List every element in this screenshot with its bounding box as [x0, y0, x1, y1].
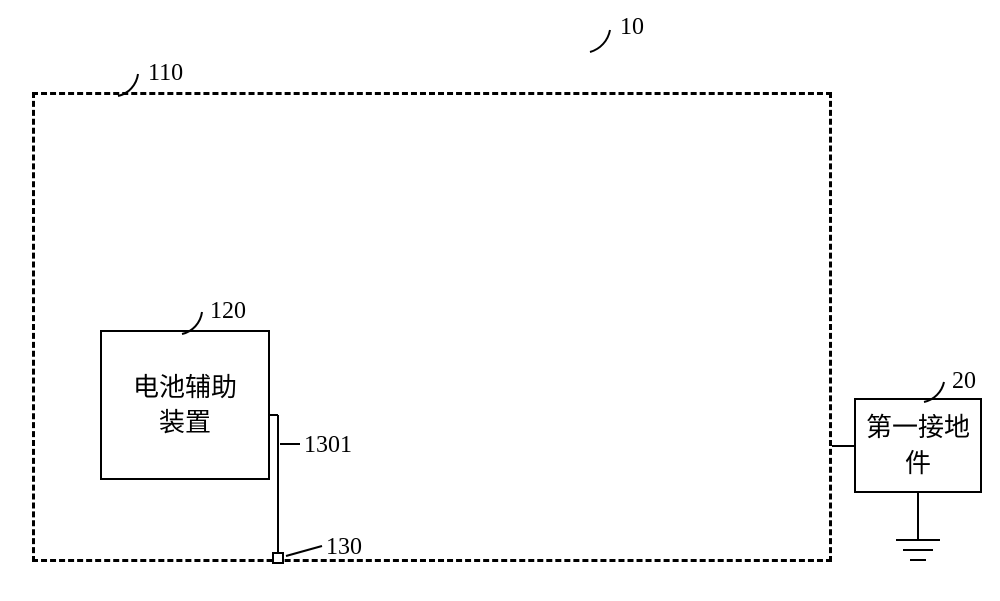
dashed-container-110 — [32, 92, 832, 562]
ground-box-20: 第一接地 件 — [854, 398, 982, 493]
ground-box-text: 第一接地 件 — [866, 410, 970, 480]
diagram-canvas: 电池辅助 装置 第一接地 件 10 110 120 1301 130 20 — [0, 0, 1000, 601]
label-110: 110 — [148, 60, 183, 87]
label-20: 20 — [952, 368, 976, 395]
battery-aux-box-120: 电池辅助 装置 — [100, 330, 270, 480]
leader-10 — [590, 30, 610, 52]
label-1301: 1301 — [304, 432, 352, 459]
label-120: 120 — [210, 298, 246, 325]
label-130: 130 — [326, 534, 362, 561]
battery-aux-box-text: 电池辅助 装置 — [133, 370, 237, 440]
label-10: 10 — [620, 14, 644, 41]
